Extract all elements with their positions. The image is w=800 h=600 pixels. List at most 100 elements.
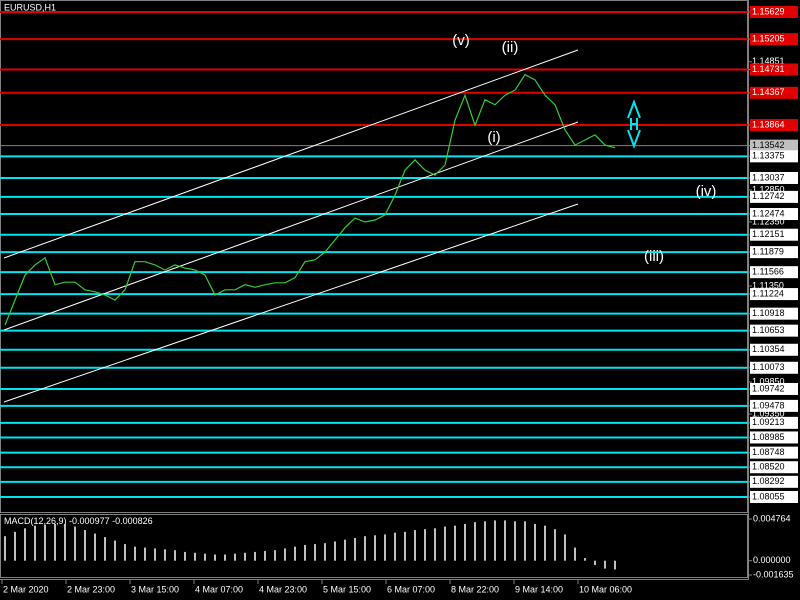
macd-bar (124, 544, 126, 561)
price-label: 1.13542 (752, 140, 785, 150)
macd-tick-label: 0.000000 (753, 555, 791, 565)
price-label: 1.13864 (752, 119, 785, 129)
price-label-bg (750, 324, 798, 337)
price-label-bg (750, 86, 798, 99)
price-label: 1.13037 (752, 172, 785, 182)
channel-line (3, 203, 579, 403)
price-label: 1.09742 (752, 383, 785, 393)
time-label: 6 Mar 07:00 (387, 584, 435, 594)
macd-bar (394, 532, 396, 561)
macd-bar (324, 543, 326, 561)
macd-bar (114, 540, 116, 561)
price-line (4, 73, 616, 326)
arrows (627, 99, 641, 149)
macd-bar (564, 534, 566, 561)
macd-bar (274, 550, 276, 561)
macd-bar (444, 526, 446, 561)
time-label: 4 Mar 23:00 (259, 584, 307, 594)
macd-signal: -0.000826 (112, 516, 153, 526)
price-label-bg (750, 399, 798, 412)
macd-bar (524, 521, 526, 561)
price-label: 1.13375 (752, 151, 785, 161)
wave-label: (ii) (502, 39, 519, 56)
price-label: 1.14731 (752, 64, 785, 74)
channel-line (3, 49, 579, 259)
price-label-bg (750, 361, 798, 374)
price-label: 1.12151 (752, 229, 785, 239)
macd-bar (604, 560, 606, 569)
macd-bar (374, 535, 376, 561)
levels (0, 11, 748, 498)
price-label: 1.08985 (752, 432, 785, 442)
macd-bar (424, 529, 426, 561)
price-label-bg (750, 63, 798, 76)
price-label-bg (750, 150, 798, 163)
price-label: 1.08055 (752, 491, 785, 501)
price-label-bg (750, 246, 798, 259)
price-label: 1.08292 (752, 476, 785, 486)
macd-bar (334, 541, 336, 561)
price-label: 1.08748 (752, 447, 785, 457)
macd-bar (254, 551, 256, 561)
macd-bar (54, 523, 56, 561)
macd-bar (264, 551, 266, 561)
macd-bar (294, 546, 296, 561)
price-label-bg (750, 208, 798, 221)
macd-bar (34, 525, 36, 561)
price-label: 1.12742 (752, 191, 785, 201)
macd-bar (404, 531, 406, 561)
macd-bar (304, 544, 306, 561)
price-label: 1.12850 (752, 184, 785, 194)
macd-bar (204, 553, 206, 561)
time-label: 10 Mar 06:00 (579, 584, 632, 594)
macd-tick-label: -0.001635 (753, 569, 794, 579)
macd-bar (84, 530, 86, 561)
macd-bar (574, 547, 576, 561)
wave-label: (iv) (696, 183, 717, 200)
channel-line (3, 121, 579, 331)
price-label-bg (750, 446, 798, 459)
macd-bar (24, 528, 26, 561)
macd-panel (0, 514, 748, 578)
wave-label: (v) (452, 32, 470, 49)
macd-bar (234, 553, 236, 561)
macd-bar (584, 558, 586, 561)
price-label-bg (750, 491, 798, 503)
price-label-bg (750, 190, 798, 203)
macd-bar (494, 520, 496, 561)
price-label: 1.11566 (752, 267, 784, 277)
macd-bar (434, 528, 436, 561)
macd-bar (464, 523, 466, 561)
macd-bar (554, 529, 556, 561)
macd-bar (194, 552, 196, 561)
macd-bar (614, 560, 616, 570)
price-label-bg (750, 171, 798, 184)
price-label-bg (750, 475, 798, 488)
macd-name: MACD(12,26,9) (4, 516, 67, 526)
price-label-bg (750, 307, 798, 320)
macd-bar (224, 554, 226, 561)
time-label: 3 Mar 15:00 (131, 584, 179, 594)
time-label: 9 Mar 14:00 (515, 584, 563, 594)
price-label: 1.15629 (752, 6, 785, 16)
macd-bar (344, 539, 346, 561)
wave-label: (i) (487, 129, 500, 146)
time-label: 5 Mar 15:00 (323, 584, 371, 594)
macd-bar (514, 521, 516, 561)
macd-bar (4, 536, 6, 561)
price-label-bg (750, 6, 798, 18)
macd-bar (284, 548, 286, 561)
macd-bar (44, 524, 46, 561)
window-title: EURUSD,H1 (4, 2, 56, 12)
price-label: 1.08520 (752, 462, 785, 472)
macd-bar (64, 523, 66, 561)
macd-bar (214, 554, 216, 561)
price-label-bg (750, 228, 798, 241)
price-label-bg (750, 343, 798, 356)
price-label: 1.10653 (752, 325, 785, 335)
macd-bar (414, 530, 416, 561)
price-label: 1.11879 (752, 247, 784, 257)
